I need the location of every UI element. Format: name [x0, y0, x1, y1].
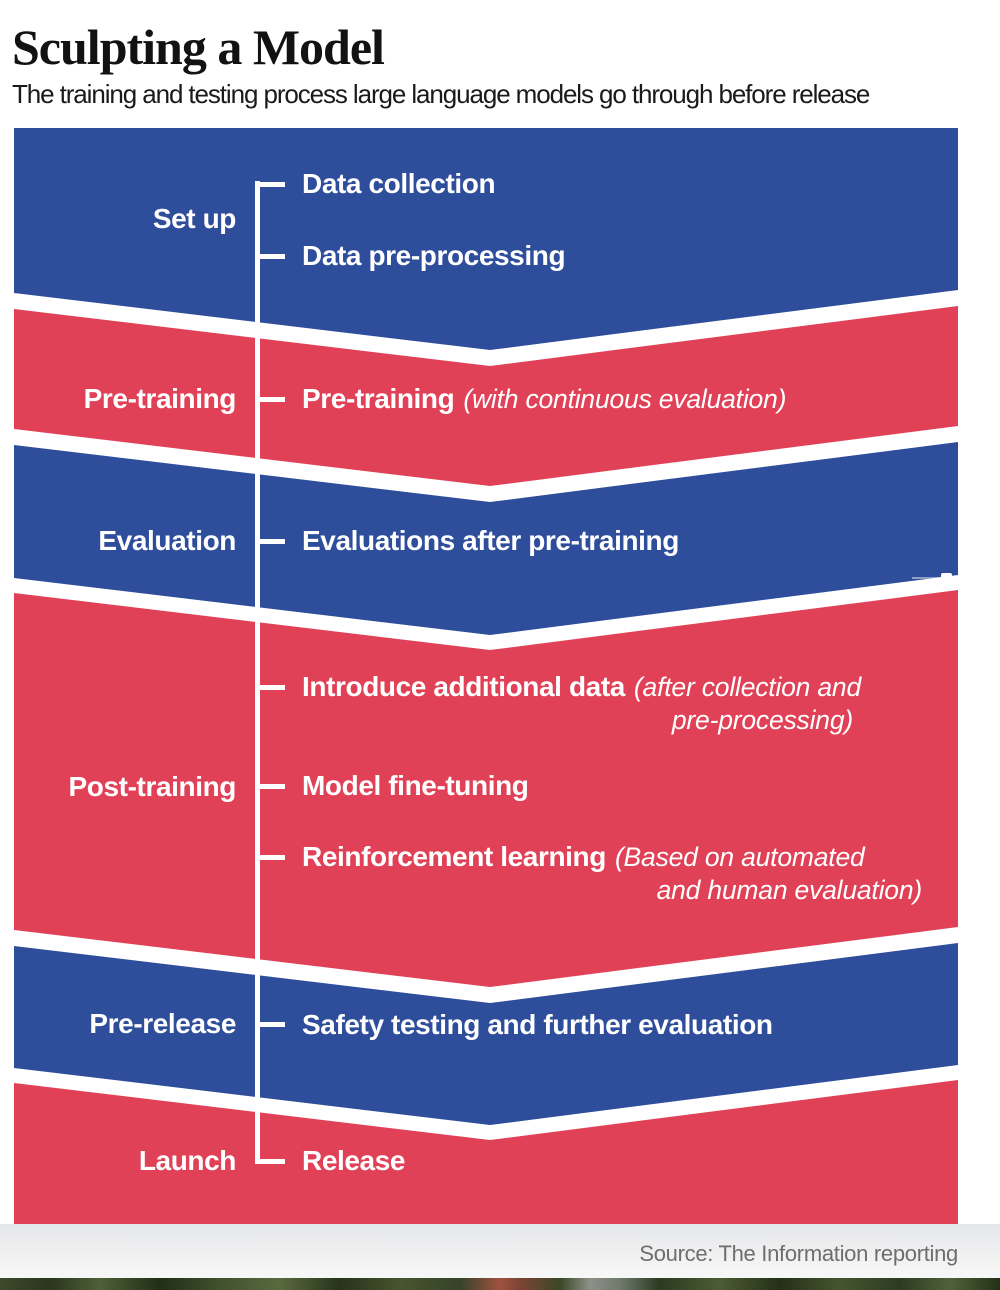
step-item-data-pre-processing: Data pre-processing [302, 240, 566, 271]
step-item-release: Release [302, 1145, 406, 1176]
tick-mark [255, 684, 285, 690]
step-item-introduce-data: Introduce additional data (after collecti… [302, 673, 861, 701]
source-caption: Source: The Information reporting [639, 1241, 958, 1266]
stage-band-set-up [14, 128, 958, 350]
step-item-note: (Based on automated [614, 842, 865, 872]
page-subtitle: The training and testing process large l… [12, 79, 870, 109]
stage-label-evaluation: Evaluation [98, 525, 236, 556]
step-item-note: (with continuous evaluation) [463, 384, 787, 414]
stage-band-launch [14, 1080, 958, 1224]
tick-mark [255, 1021, 285, 1027]
tick-mark [255, 396, 285, 402]
page-title: Sculpting a Model [12, 19, 385, 75]
stage-label-pre-release: Pre-release [89, 1008, 236, 1039]
tick-mark [255, 1158, 285, 1164]
tick-mark [255, 783, 285, 789]
step-item-safety-testing: Safety testing and further evaluation [302, 1009, 773, 1040]
tick-mark [255, 253, 285, 259]
step-item-note: (after collection and [633, 672, 861, 702]
stage-label-set-up: Set up [152, 203, 237, 234]
step-item-reinforcement-learning: Reinforcement learning (Based on automate… [302, 843, 865, 871]
stage-band-evaluation [14, 442, 958, 635]
video-player-artifact-line [912, 577, 941, 579]
step-item-data-collection: Data collection [302, 168, 496, 199]
footer-background [0, 1224, 1000, 1280]
step-item-text: Reinforcement learning [302, 841, 606, 872]
connector-line [255, 181, 260, 1164]
video-player-artifact-icon [941, 573, 952, 581]
step-item-model-fine-tuning: Model fine-tuning [302, 770, 529, 801]
tick-mark [255, 538, 285, 544]
step-item-text: Introduce additional data [302, 671, 625, 702]
photo-strip [0, 1278, 1000, 1290]
stage-band-pre-release [14, 943, 958, 1125]
tick-mark [255, 181, 285, 187]
step-item-note-continued: and human evaluation) [656, 874, 923, 905]
step-item-pre-training: Pre-training (with continuous evaluation) [302, 385, 786, 413]
step-item-evaluations: Evaluations after pre-training [302, 525, 679, 556]
stage-label-pre-training: Pre-training [83, 383, 237, 414]
tick-mark [255, 854, 285, 860]
stage-band-post-training [14, 590, 958, 987]
stage-band-pre-training [14, 306, 958, 486]
stage-label-post-training: Post-training [68, 771, 237, 802]
step-item-text: Pre-training [302, 383, 455, 414]
step-item-note-continued: pre-processing) [671, 704, 853, 735]
stage-label-launch: Launch [138, 1145, 237, 1176]
